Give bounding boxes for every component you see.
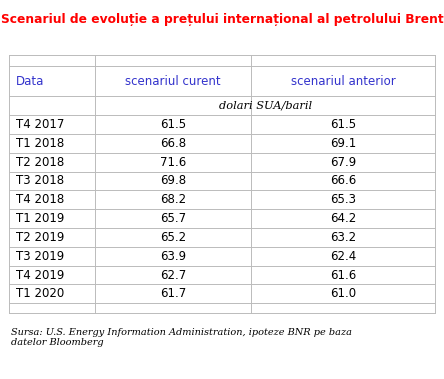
Text: T3 2018: T3 2018 xyxy=(16,174,63,188)
Text: T4 2017: T4 2017 xyxy=(16,118,64,131)
Text: Sursa: U.S. Energy Information Administration, ipoteze BNR pe baza
datelor Bloom: Sursa: U.S. Energy Information Administr… xyxy=(11,328,352,347)
Text: 64.2: 64.2 xyxy=(330,212,356,225)
Text: scenariul curent: scenariul curent xyxy=(125,75,221,88)
Text: 66.8: 66.8 xyxy=(160,137,186,150)
Text: 65.3: 65.3 xyxy=(330,193,356,206)
Text: T2 2019: T2 2019 xyxy=(16,231,64,244)
Text: Scenariul de evoluție a prețului internațional al petrolului Brent: Scenariul de evoluție a prețului interna… xyxy=(1,13,443,26)
Text: 68.2: 68.2 xyxy=(160,193,186,206)
Text: 61.5: 61.5 xyxy=(330,118,356,131)
Text: 61.5: 61.5 xyxy=(160,118,186,131)
Text: T4 2019: T4 2019 xyxy=(16,269,64,282)
Text: T1 2018: T1 2018 xyxy=(16,137,64,150)
Text: 69.1: 69.1 xyxy=(330,137,356,150)
Text: 62.7: 62.7 xyxy=(160,269,186,282)
Text: 61.0: 61.0 xyxy=(330,287,356,301)
Text: 71.6: 71.6 xyxy=(160,156,186,169)
Text: T1 2019: T1 2019 xyxy=(16,212,64,225)
Text: 65.2: 65.2 xyxy=(160,231,186,244)
Text: 66.6: 66.6 xyxy=(330,174,356,188)
Text: 61.7: 61.7 xyxy=(160,287,186,301)
Text: dolari SUA/baril: dolari SUA/baril xyxy=(219,101,312,111)
Text: 62.4: 62.4 xyxy=(330,250,356,263)
Text: Data: Data xyxy=(16,75,44,88)
Text: T1 2020: T1 2020 xyxy=(16,287,64,301)
Text: 63.2: 63.2 xyxy=(330,231,356,244)
Text: 67.9: 67.9 xyxy=(330,156,356,169)
Text: 63.9: 63.9 xyxy=(160,250,186,263)
Text: scenariul anterior: scenariul anterior xyxy=(291,75,395,88)
Text: 65.7: 65.7 xyxy=(160,212,186,225)
Text: T3 2019: T3 2019 xyxy=(16,250,64,263)
Text: T2 2018: T2 2018 xyxy=(16,156,64,169)
Text: 61.6: 61.6 xyxy=(330,269,356,282)
Text: 69.8: 69.8 xyxy=(160,174,186,188)
Text: T4 2018: T4 2018 xyxy=(16,193,64,206)
